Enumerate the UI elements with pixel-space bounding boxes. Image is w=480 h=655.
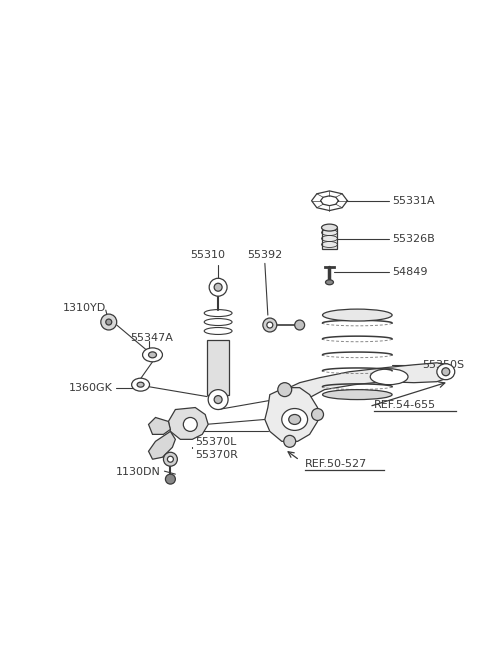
Bar [322, 227, 337, 250]
Ellipse shape [137, 382, 144, 387]
Ellipse shape [282, 409, 308, 430]
Text: 55347A: 55347A [131, 333, 173, 343]
Polygon shape [168, 407, 208, 440]
Circle shape [267, 322, 273, 328]
Text: 1130DN: 1130DN [116, 467, 161, 477]
Ellipse shape [132, 378, 150, 391]
Circle shape [166, 474, 175, 484]
Text: REF.54-655: REF.54-655 [374, 400, 436, 409]
Text: 55331A: 55331A [392, 196, 435, 206]
Circle shape [208, 390, 228, 409]
Text: 1310YD: 1310YD [63, 303, 106, 313]
Circle shape [168, 457, 173, 462]
Circle shape [183, 417, 197, 432]
Text: 55350S: 55350S [422, 360, 464, 370]
Polygon shape [148, 417, 170, 434]
Text: 55370L: 55370L [195, 438, 237, 447]
Ellipse shape [325, 280, 334, 285]
Text: 55310: 55310 [191, 250, 226, 261]
Ellipse shape [370, 369, 408, 384]
Polygon shape [312, 191, 348, 210]
Circle shape [164, 452, 178, 466]
Text: REF.50-527: REF.50-527 [305, 459, 367, 469]
Ellipse shape [442, 367, 450, 376]
Ellipse shape [148, 352, 156, 358]
Circle shape [101, 314, 117, 330]
Ellipse shape [323, 309, 392, 321]
Circle shape [106, 319, 112, 325]
Text: 54849: 54849 [392, 267, 428, 277]
Ellipse shape [143, 348, 162, 362]
Text: 55392: 55392 [247, 250, 283, 261]
Circle shape [278, 383, 292, 396]
Circle shape [263, 318, 277, 332]
Circle shape [214, 283, 222, 291]
Text: 55326B: 55326B [392, 234, 435, 244]
Circle shape [209, 278, 227, 296]
Ellipse shape [322, 224, 337, 231]
Circle shape [295, 320, 305, 330]
Ellipse shape [288, 415, 300, 424]
Polygon shape [265, 388, 318, 441]
Text: 1360GK: 1360GK [69, 383, 113, 392]
Circle shape [214, 396, 222, 403]
Bar [207, 340, 229, 394]
Polygon shape [285, 363, 454, 407]
Circle shape [284, 436, 296, 447]
Polygon shape [148, 432, 175, 459]
Circle shape [312, 409, 324, 421]
Ellipse shape [437, 364, 455, 380]
Text: 55370R: 55370R [195, 450, 238, 460]
Ellipse shape [323, 390, 392, 400]
